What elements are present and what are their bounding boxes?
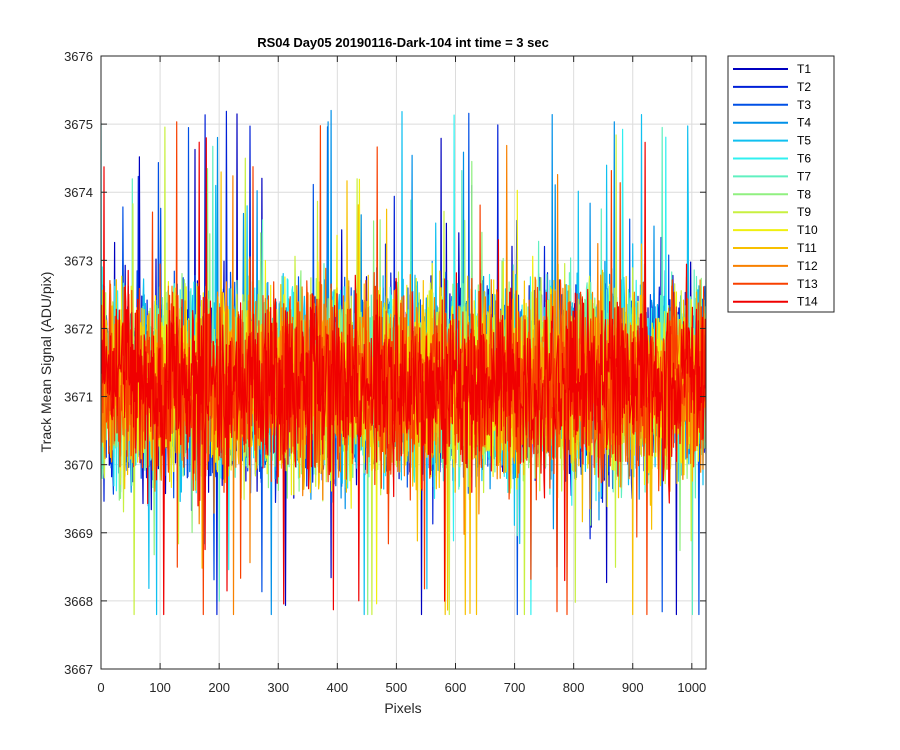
legend-label-t12: T12 [797,259,818,273]
x-tick-label: 400 [326,680,348,695]
legend-box [727,55,835,313]
y-tick-label: 3674 [64,185,93,200]
x-tick-label: 1000 [677,680,706,695]
x-axis-label: Pixels [384,700,421,716]
y-tick-label: 3673 [64,253,93,268]
legend-label-t2: T2 [797,80,811,94]
y-axis-label: Track Mean Signal (ADU/pix) [38,272,54,453]
x-tick-label: 0 [97,680,104,695]
legend-label-t4: T4 [797,116,811,130]
legend-label-t9: T9 [797,205,811,219]
y-axis: 3667 3668 3669 3670 3671 3672 3673 3674 3675 3676 [64,49,706,677]
series-group [101,109,706,616]
legend: T1 T2 T3 T4 T5 T6 T7 T8 T9 T10 T11 T12 T13 T14 [727,55,835,313]
y-tick-label: 3667 [64,662,93,677]
legend-label-t3: T3 [797,98,811,112]
x-tick-label: 200 [208,680,230,695]
x-tick-label: 900 [622,680,644,695]
legend-label-t14: T14 [797,295,818,309]
y-tick-label: 3672 [64,321,93,336]
x-axis: 0 100 200 300 400 500 600 700 800 900 1000 [97,56,706,695]
y-tick-label: 3670 [64,458,93,473]
x-tick-label: 600 [445,680,467,695]
y-tick-label: 3671 [64,390,93,405]
x-tick-label: 100 [149,680,171,695]
y-tick-label: 3669 [64,526,93,541]
legend-label-t10: T10 [797,223,818,237]
x-tick-label: 300 [267,680,289,695]
series-line-t14 [101,137,706,616]
legend-label-t7: T7 [797,169,811,183]
legend-label-t1: T1 [797,62,811,76]
legend-label-t5: T5 [797,134,811,148]
legend-label-t8: T8 [797,187,811,201]
axes-frame [100,55,707,670]
y-tick-label: 3668 [64,594,93,609]
x-tick-label: 500 [386,680,408,695]
x-tick-label: 800 [563,680,585,695]
legend-label-t11: T11 [797,241,817,255]
y-tick-label: 3675 [64,117,93,132]
chart-title: RS04 Day05 20190116-Dark-104 int time = … [257,35,549,50]
x-tick-label: 700 [504,680,526,695]
legend-label-t6: T6 [797,152,811,166]
legend-label-t13: T13 [797,277,818,291]
y-tick-label: 3676 [64,49,93,64]
